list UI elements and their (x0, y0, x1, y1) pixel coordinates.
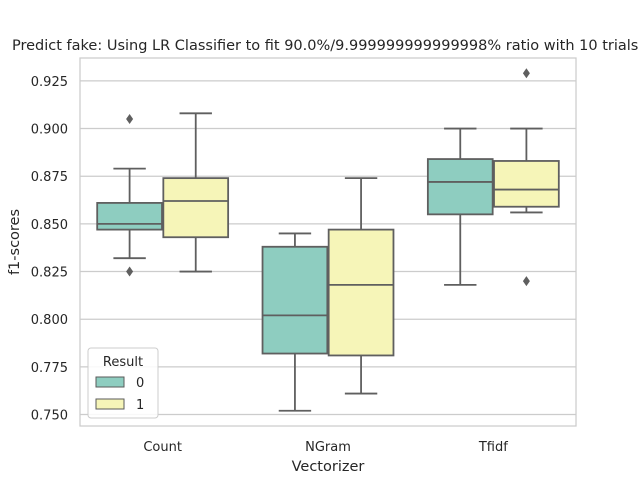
y-tick-label: 0.925 (31, 75, 68, 90)
box-iqr (162, 177, 230, 239)
box-iqr (426, 158, 494, 216)
box-tfidf-0 (426, 127, 494, 286)
box-groups (96, 68, 560, 412)
y-axis-label: f1-scores (7, 209, 23, 275)
box-iqr (261, 245, 329, 355)
legend-label-1: 1 (136, 398, 144, 413)
y-tick-labels: 0.750 0.775 0.800 0.825 0.850 0.875 0.900 0.925 (31, 75, 68, 424)
legend-label-0: 0 (136, 376, 144, 391)
box-count-1 (162, 112, 230, 273)
outlier-point (522, 276, 530, 287)
box-iqr (493, 160, 560, 208)
outlier-point (522, 68, 530, 79)
box-iqr (327, 228, 395, 357)
y-tick-label: 0.750 (31, 409, 68, 424)
legend-swatch-1 (95, 398, 125, 410)
box-ngram-0 (261, 232, 329, 412)
y-tick-label: 0.850 (31, 218, 68, 233)
box-iqr (96, 202, 163, 231)
legend-title: Result (103, 355, 143, 370)
x-axis-label: Vectorizer (292, 459, 365, 475)
x-tick-label: NGram (305, 440, 351, 455)
x-tick-label: Count (143, 440, 182, 455)
legend: Result 0 1 (87, 347, 159, 419)
y-tick-label: 0.775 (31, 361, 68, 376)
y-tick-label: 0.825 (31, 266, 68, 281)
y-tick-label: 0.875 (31, 170, 68, 185)
y-tick-label: 0.800 (31, 313, 68, 328)
box-ngram-1 (327, 177, 395, 395)
y-tick-label: 0.900 (31, 123, 68, 138)
plot-frame (79, 57, 577, 427)
outlier-point (126, 266, 134, 277)
x-tick-labels: Count NGram Tfidf (143, 440, 508, 455)
outlier-point (126, 114, 134, 125)
box-tfidf-1 (493, 68, 560, 287)
box-count-0 (96, 114, 163, 277)
legend-swatch-0 (95, 376, 125, 388)
chart-title: Predict fake: Using LR Classifier to fit… (12, 38, 638, 54)
x-tick-label: Tfidf (478, 440, 508, 455)
